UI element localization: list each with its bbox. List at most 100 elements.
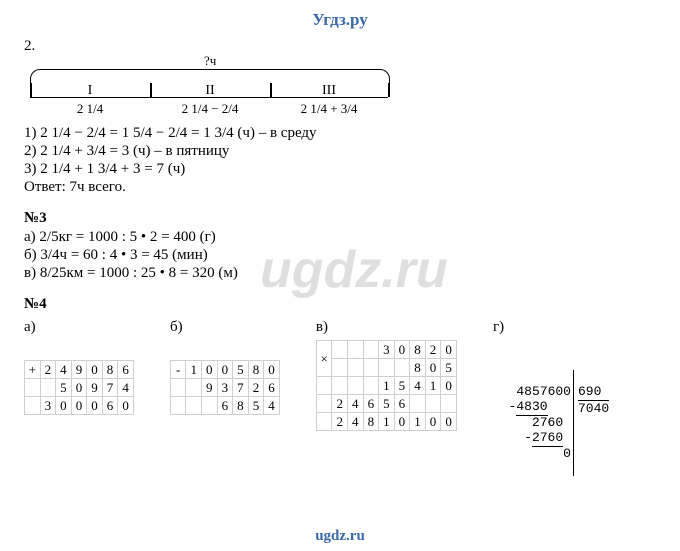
digit-cell: 6: [217, 397, 233, 415]
digit-cell: 5: [379, 395, 395, 413]
problem-3-line: а) 2/5кг = 1000 : 5 • 2 = 400 (г): [24, 229, 656, 246]
digit-cell: [348, 359, 364, 377]
digit-cell: 8: [233, 397, 249, 415]
problem-4c: в) ×30820 805 15410 24656 24810100: [316, 319, 457, 431]
divisor: 690: [578, 384, 601, 399]
digit-cell: 6: [118, 361, 134, 379]
digit-cell: 0: [201, 361, 217, 379]
empty-cell: [316, 413, 332, 431]
problem-2-line: 1) 2 1/4 − 2/4 = 1 5/4 − 2/4 = 1 3/4 (ч)…: [24, 125, 656, 142]
division-step: 2760: [532, 431, 563, 447]
digit-cell: 4: [118, 379, 134, 397]
digit-cell: 2: [248, 379, 264, 397]
problem-3-title: №3: [24, 210, 656, 227]
digit-cell: 5: [233, 361, 249, 379]
digit-cell: 0: [71, 379, 87, 397]
digit-cell: 8: [410, 341, 426, 359]
digit-cell: [348, 377, 364, 395]
op-cell: -: [170, 361, 185, 379]
problem-4d-label: г): [493, 319, 656, 336]
problem-2-line: 2) 2 1/4 + 3/4 = 3 (ч) – в пятницу: [24, 143, 656, 160]
digit-cell: 1: [379, 413, 395, 431]
problem-3-line: в) 8/25км = 1000 : 25 • 8 = 320 (м): [24, 265, 656, 282]
digit-cell: 7: [233, 379, 249, 397]
empty-cell: [25, 397, 41, 415]
digit-cell: 2: [332, 413, 348, 431]
digit-cell: 1: [379, 377, 395, 395]
problem-2-number: 2.: [24, 38, 656, 55]
digit-cell: 5: [56, 379, 72, 397]
digit-cell: 0: [87, 361, 103, 379]
digit-cell: 4: [56, 361, 72, 379]
diagram-under-label: 2 1/4 + 3/4: [270, 101, 388, 117]
digit-cell: 2: [425, 341, 441, 359]
segment-diagram: ?ч I II III 2 1/4 2 1/4 − 2/4 2 1/4 + 3/…: [24, 59, 394, 119]
digit-cell: 3: [379, 341, 395, 359]
site-footer: ugdz.ru: [0, 528, 680, 545]
digit-cell: 6: [102, 397, 118, 415]
site-header: Угдз.ру: [24, 10, 656, 30]
digit-cell: 5: [248, 397, 264, 415]
digit-cell: 0: [118, 397, 134, 415]
op-cell: +: [25, 361, 41, 379]
digit-cell: 0: [394, 341, 410, 359]
problem-4d: г) 4857600 -4830 2760 -2760 0 690 7040: [493, 319, 656, 506]
digit-cell: [363, 341, 379, 359]
quotient: 7040: [578, 400, 609, 417]
dividend: 4857600: [516, 384, 571, 399]
digit-cell: 3: [40, 397, 56, 415]
digit-cell: [201, 397, 217, 415]
digit-cell: 1: [410, 413, 426, 431]
digit-cell: 6: [394, 395, 410, 413]
digit-cell: [425, 395, 441, 413]
problem-4b: б) -100580 93726 6854: [170, 319, 280, 415]
digit-cell: 0: [87, 397, 103, 415]
problem-4a-label: а): [24, 319, 134, 336]
op-cell: ×: [316, 341, 332, 377]
diagram-seg-label: I: [30, 83, 150, 99]
empty-cell: [316, 377, 332, 395]
digit-cell: 8: [410, 359, 426, 377]
digit-cell: [441, 395, 457, 413]
digit-cell: 0: [441, 413, 457, 431]
problem-2-line: 3) 2 1/4 + 1 3/4 + 3 = 7 (ч): [24, 161, 656, 178]
digit-cell: 9: [71, 361, 87, 379]
digit-cell: 7: [102, 379, 118, 397]
digit-cell: [394, 359, 410, 377]
diagram-seg-label: II: [150, 83, 270, 99]
digit-cell: 5: [394, 377, 410, 395]
digit-cell: 0: [425, 359, 441, 377]
digit-cell: 0: [441, 377, 457, 395]
digit-cell: [363, 359, 379, 377]
diagram-q-label: ?ч: [204, 53, 216, 69]
digit-cell: 4: [348, 413, 364, 431]
digit-cell: [332, 341, 348, 359]
empty-cell: [170, 397, 185, 415]
digit-cell: 1: [425, 377, 441, 395]
problem-3-line: б) 3/4ч = 60 : 4 • 3 = 45 (мин): [24, 247, 656, 264]
digit-cell: [410, 395, 426, 413]
digit-cell: [40, 379, 56, 397]
diagram-tick: [388, 83, 390, 97]
digit-cell: 5: [441, 359, 457, 377]
division-step: 4830: [516, 400, 547, 416]
multiplication-table: ×30820 805 15410 24656 24810100: [316, 340, 457, 431]
empty-cell: [316, 395, 332, 413]
problem-2-answer: Ответ: 7ч всего.: [24, 179, 656, 196]
problem-4-title: №4: [24, 296, 656, 313]
diagram-brace: [30, 69, 390, 84]
digit-cell: 0: [394, 413, 410, 431]
digit-cell: [186, 397, 202, 415]
subtraction-table: -100580 93726 6854: [170, 360, 280, 415]
digit-cell: [332, 359, 348, 377]
digit-cell: [186, 379, 202, 397]
digit-cell: 2: [40, 361, 56, 379]
diagram-under-label: 2 1/4 − 2/4: [150, 101, 270, 117]
digit-cell: 4: [264, 397, 280, 415]
digit-cell: 0: [425, 413, 441, 431]
problem-4b-label: б): [170, 319, 280, 336]
empty-cell: [25, 379, 41, 397]
problem-4a: а) +249086 50974 300060: [24, 319, 134, 415]
digit-cell: 0: [217, 361, 233, 379]
problem-4-row: а) +249086 50974 300060 б) -100580 93726…: [24, 319, 656, 506]
